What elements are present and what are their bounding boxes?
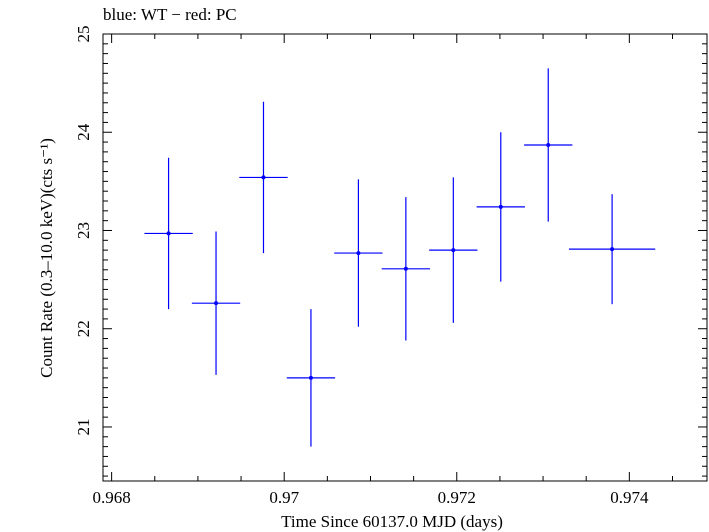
data-point <box>476 132 525 282</box>
point-marker <box>403 266 408 271</box>
point-marker <box>610 247 615 252</box>
x-tick-label: 0.972 <box>438 488 476 507</box>
y-tick-label: 24 <box>74 123 93 141</box>
chart-title: blue: WT − red: PC <box>103 5 237 24</box>
tick-labels: 0.968 0.97 0.972 0.974 21 22 23 24 25 <box>74 26 649 508</box>
data-point <box>524 68 573 222</box>
point-marker <box>214 301 219 306</box>
point-marker <box>498 204 503 209</box>
data-point <box>381 197 431 341</box>
data-points <box>144 68 656 447</box>
data-point <box>191 231 241 375</box>
point-marker <box>546 143 551 148</box>
y-axis-label: Count Rate (0.3–10.0 keV)(cts s⁻¹) <box>37 138 56 378</box>
y-tick-label: 22 <box>74 320 93 337</box>
y-tick-label: 23 <box>74 222 93 239</box>
point-marker <box>356 251 361 256</box>
x-tick-label: 0.97 <box>269 488 299 507</box>
point-marker <box>261 175 266 180</box>
data-point <box>239 101 288 254</box>
data-point <box>286 309 336 447</box>
y-tick-label: 21 <box>74 418 93 435</box>
data-point <box>334 179 383 327</box>
point-marker <box>166 231 171 236</box>
data-point <box>144 157 193 310</box>
x-tick-label: 0.974 <box>610 488 649 507</box>
data-point <box>568 194 656 305</box>
x-tick-label: 0.968 <box>93 488 131 507</box>
data-point <box>429 177 478 323</box>
point-marker <box>308 375 313 380</box>
axis-ticks <box>103 33 707 481</box>
plot-frame <box>102 33 708 482</box>
x-axis-label: Time Since 60137.0 MJD (days) <box>281 512 503 531</box>
y-tick-label: 25 <box>74 26 93 43</box>
point-marker <box>451 248 456 253</box>
